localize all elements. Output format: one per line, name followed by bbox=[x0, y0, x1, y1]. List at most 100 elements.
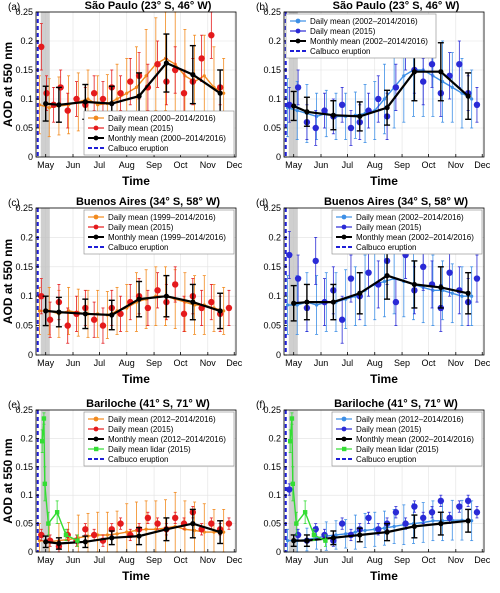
panel-c: 0 0.05 0.1 0.15 0.2 0.25 May Jun Jul Aug Sep Oct Nov… bbox=[1, 196, 243, 386]
x-tick-label: Nov bbox=[200, 160, 217, 170]
data-point bbox=[330, 535, 336, 541]
data-point bbox=[90, 316, 98, 323]
data-point bbox=[86, 97, 90, 101]
data-point bbox=[304, 299, 310, 305]
x-tick-label: Sep bbox=[394, 358, 410, 368]
data-point bbox=[43, 101, 49, 107]
data-point bbox=[392, 509, 400, 516]
data-point bbox=[144, 514, 152, 522]
legend: Daily mean (2012–2014/2016)Daily mean (2… bbox=[331, 411, 483, 467]
data-point bbox=[311, 532, 317, 538]
legend: Daily mean (1999–2014/2016)Daily mean (2… bbox=[83, 209, 235, 255]
data-point bbox=[172, 281, 179, 288]
data-point bbox=[473, 509, 481, 516]
legend-marker bbox=[93, 426, 99, 432]
data-point bbox=[75, 538, 80, 543]
data-point bbox=[347, 124, 355, 132]
data-point bbox=[96, 103, 100, 107]
legend-marker bbox=[93, 234, 99, 240]
x-tick-label: Jun bbox=[314, 358, 329, 368]
data-point bbox=[353, 530, 357, 534]
x-tick-label: Jun bbox=[66, 358, 81, 368]
data-point bbox=[287, 439, 293, 444]
data-point bbox=[82, 99, 88, 105]
panel-f: 0 0.05 0.1 0.15 0.2 0.25 May Jun Jul Aug Sep Oct Nov… bbox=[256, 398, 491, 583]
y-tick-label: 0.15 bbox=[263, 262, 281, 272]
data-point bbox=[392, 524, 396, 529]
x-axis-label: Time bbox=[122, 569, 150, 583]
data-point bbox=[190, 521, 196, 527]
data-point bbox=[334, 533, 338, 537]
data-point bbox=[456, 60, 463, 68]
data-point bbox=[163, 526, 169, 532]
panel-d: 0 0.05 0.1 0.15 0.2 0.25 May Jun Jul Aug Sep Oct Nov… bbox=[256, 196, 491, 386]
x-tick-label: Oct bbox=[173, 555, 188, 565]
data-point bbox=[99, 95, 107, 103]
data-point bbox=[365, 269, 372, 276]
data-point bbox=[38, 43, 45, 50]
data-point bbox=[109, 535, 115, 541]
legend-marker bbox=[341, 214, 347, 220]
y-tick-label: 0 bbox=[276, 547, 281, 557]
legend-label: Daily mean (2012–2014/2016) bbox=[356, 415, 464, 424]
data-point bbox=[125, 530, 129, 534]
legend-label: Daily mean (2015) bbox=[356, 223, 422, 232]
chart-title: Buenos Aires (34° S, 58° W) bbox=[324, 196, 468, 208]
data-point bbox=[347, 275, 355, 282]
y-tick-label: 0.1 bbox=[20, 490, 33, 500]
data-point bbox=[222, 309, 226, 313]
x-tick-label: Jul bbox=[342, 160, 354, 170]
panel-label: (b) bbox=[256, 2, 268, 13]
data-point bbox=[109, 312, 115, 318]
data-point bbox=[428, 60, 436, 68]
data-point bbox=[43, 539, 49, 545]
data-point bbox=[290, 481, 296, 487]
y-axis-label: AOD at 550 nm bbox=[1, 42, 15, 127]
x-tick-label: Aug bbox=[367, 555, 383, 565]
data-point bbox=[285, 303, 290, 307]
panel-b: 0 0.05 0.1 0.15 0.2 0.25 May Jun Jul Aug Sep Oct Nov… bbox=[256, 0, 491, 188]
y-tick-label: 0 bbox=[276, 152, 281, 162]
y-axis-label: AOD at 550 nm bbox=[1, 438, 15, 523]
x-axis-label: Time bbox=[122, 174, 150, 188]
y-tick-label: 0 bbox=[28, 152, 33, 162]
data-point bbox=[163, 60, 169, 66]
y-tick-label: 0 bbox=[276, 350, 281, 360]
data-point bbox=[217, 308, 223, 314]
legend: Daily mean (2012–2014/2016)Daily mean (2… bbox=[83, 411, 235, 467]
data-point bbox=[46, 521, 51, 526]
data-point bbox=[222, 530, 226, 534]
series-line bbox=[293, 519, 469, 542]
data-point bbox=[64, 107, 71, 114]
data-point bbox=[392, 298, 400, 306]
legend-box bbox=[83, 209, 235, 255]
data-point bbox=[438, 284, 444, 290]
data-point bbox=[154, 527, 158, 531]
y-tick-label: 0.2 bbox=[268, 36, 281, 46]
x-tick-label: Aug bbox=[367, 358, 383, 368]
data-point bbox=[217, 529, 223, 535]
data-point bbox=[208, 32, 215, 39]
data-point bbox=[134, 85, 139, 89]
x-tick-label: Nov bbox=[200, 555, 217, 565]
x-tick-label: Aug bbox=[119, 555, 135, 565]
data-point bbox=[117, 310, 124, 318]
data-point bbox=[225, 304, 233, 312]
legend-label: Daily mean (2012–2014/2016) bbox=[108, 415, 216, 424]
x-tick-label: Aug bbox=[367, 160, 383, 170]
x-tick-label: Dec bbox=[226, 555, 243, 565]
data-point bbox=[357, 532, 363, 538]
data-point bbox=[289, 416, 295, 421]
data-point bbox=[411, 523, 417, 530]
data-point bbox=[286, 101, 293, 109]
x-axis-label: Time bbox=[370, 569, 398, 583]
data-point bbox=[375, 95, 382, 103]
legend-label: Calbuco eruption bbox=[356, 243, 416, 252]
data-point bbox=[115, 97, 119, 101]
x-tick-label: Sep bbox=[146, 160, 162, 170]
data-point bbox=[365, 514, 372, 522]
series-monthly bbox=[290, 508, 472, 548]
data-point bbox=[473, 101, 481, 109]
x-axis-label: Time bbox=[370, 174, 398, 188]
